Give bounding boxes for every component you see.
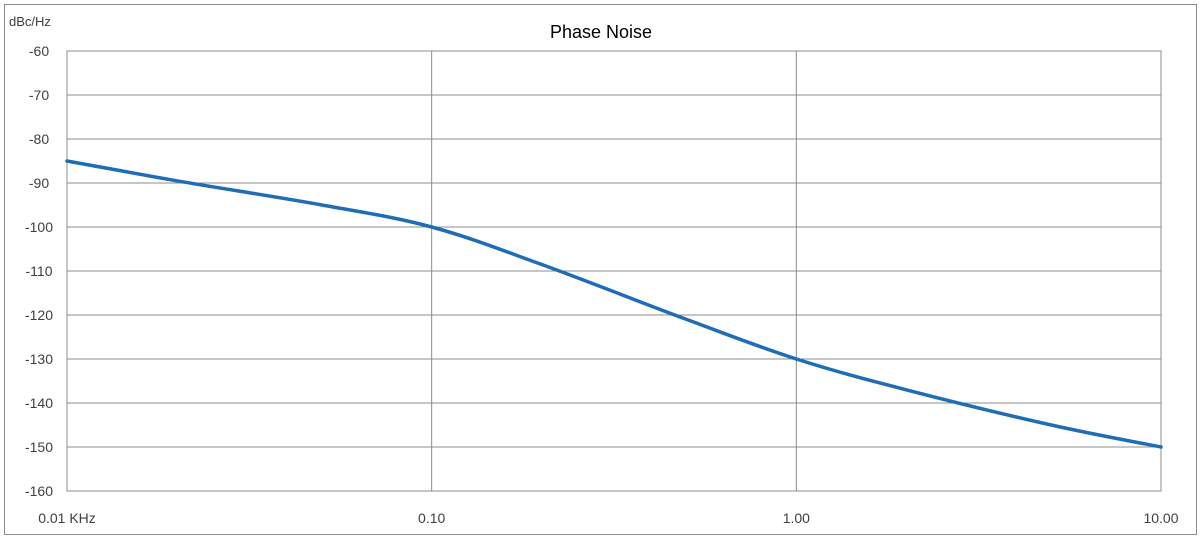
- y-tick-label: -140: [25, 395, 53, 411]
- x-tick-label: 10.00: [1143, 510, 1178, 526]
- y-tick-label: -110: [26, 263, 53, 279]
- plot-border: [66, 50, 1162, 492]
- y-tick-label: -130: [25, 351, 53, 367]
- y-tick-label: -150: [25, 439, 53, 455]
- y-tick-label: -80: [29, 131, 49, 147]
- y-tick-label: -160: [25, 483, 53, 499]
- chart-frame: -60 -70 -80 -90 -100 -110 -120 -130 -140 -150 -160…: [4, 4, 1197, 535]
- y-axis-unit-label: dBc/Hz: [9, 14, 51, 29]
- y-tick-label: -60: [29, 43, 49, 59]
- y-tick-label: -120: [25, 307, 53, 323]
- x-tick-label: 0.10: [418, 510, 445, 526]
- series-layer: [65, 159, 1163, 449]
- tick-labels: -60 -70 -80 -90 -100 -110 -120 -130 -140 -150 -160…: [25, 43, 1179, 526]
- x-tick-label: 0.01 KHz: [38, 510, 96, 526]
- grid-lines: [66, 50, 1162, 492]
- chart-title: Phase Noise: [550, 22, 652, 42]
- y-tick-label: -90: [29, 175, 49, 191]
- x-tick-label: 1.00: [783, 510, 810, 526]
- y-tick-label: -70: [29, 87, 49, 103]
- plot-area-border: [66, 50, 1162, 492]
- y-tick-label: -100: [25, 219, 53, 235]
- phase-noise-line: [65, 159, 1163, 449]
- phase-noise-chart: -60 -70 -80 -90 -100 -110 -120 -130 -140 -150 -160…: [9, 14, 1179, 526]
